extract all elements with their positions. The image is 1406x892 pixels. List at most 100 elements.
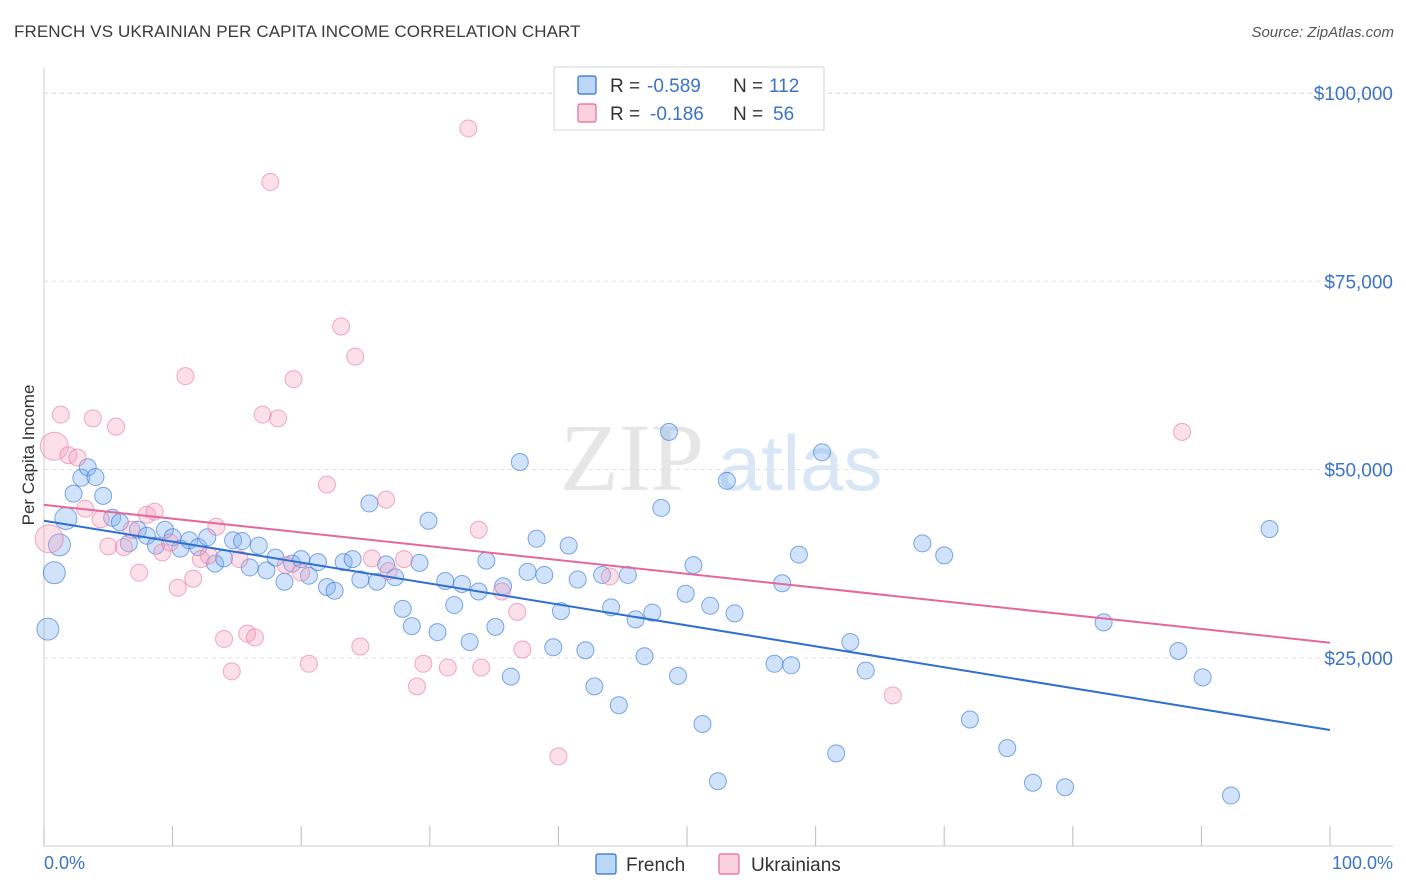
legend-ukrainians-r-label: R = [610, 104, 640, 125]
y-tick-label: $50,000 [1324, 461, 1393, 482]
ukrainians-point [600, 567, 619, 586]
legend-french-n-value: 112 [769, 76, 799, 97]
ukrainians-point [222, 662, 241, 681]
french-point [1023, 773, 1042, 792]
bottom-legend-french-swatch [595, 853, 617, 875]
ukrainians-trend-line [43, 503, 1331, 644]
french-point [360, 494, 379, 513]
french-point [568, 570, 587, 589]
french-point [1221, 786, 1240, 805]
bottom-legend-ukrainians-label: Ukrainians [751, 855, 841, 876]
french-point [47, 533, 71, 557]
french-point [841, 632, 860, 651]
french-point [215, 549, 234, 568]
ukrainians-point [407, 677, 426, 696]
ukrainians-point [215, 629, 234, 648]
ukrainians-point [130, 563, 149, 582]
stats-legend: R = -0.589 N = 112 R = -0.186 N = 56 [553, 66, 825, 131]
ukrainians-point [508, 602, 527, 621]
french-point [535, 565, 554, 584]
trend-lines [43, 503, 1331, 732]
y-axis-label: Per Capita Income [19, 385, 38, 526]
french-point [576, 641, 595, 660]
french-point [551, 602, 570, 621]
french-point [343, 550, 362, 569]
series-legend: French Ukrainians [595, 853, 841, 876]
french-point [1094, 613, 1113, 632]
french-point [419, 511, 438, 530]
french-point [249, 536, 268, 555]
ukrainians-point [362, 549, 381, 568]
legend-ukrainians-n-value: 56 [773, 104, 794, 125]
french-point [643, 603, 662, 622]
french-point [827, 744, 846, 763]
french-point [635, 647, 654, 666]
ukrainians-point [99, 537, 118, 556]
french-point [510, 453, 529, 471]
ukrainians-point [377, 490, 396, 509]
french-point [283, 554, 302, 573]
source-label: Source: ZipAtlas.com [1251, 24, 1394, 41]
ukrainians-point [184, 569, 203, 588]
x-tick-label-max: 100.0% [1332, 853, 1393, 873]
ukrainians-point [245, 628, 264, 647]
french-point [393, 599, 412, 618]
french-point [128, 520, 147, 539]
ukrainians-point [1173, 422, 1192, 441]
french-point [477, 551, 496, 570]
ukrainians-point [332, 317, 351, 336]
ukrainians-point [261, 172, 280, 191]
french-point [813, 443, 832, 462]
ukrainians-point [472, 658, 491, 677]
series-french-points [36, 422, 1279, 805]
french-point [1056, 778, 1075, 797]
french-point [782, 656, 801, 675]
french-point [708, 772, 727, 791]
ukrainians-point [107, 417, 126, 436]
french-point [701, 596, 720, 615]
french-trend-line [43, 519, 1331, 732]
ukrainians-point [68, 448, 87, 467]
ukrainians-point [469, 520, 488, 539]
y-tick-label: $100,000 [1314, 84, 1393, 105]
ukrainians-point [292, 563, 311, 582]
french-point [593, 565, 612, 584]
ukrainians-point [253, 405, 272, 424]
french-point [725, 604, 744, 623]
french-point [935, 546, 954, 565]
french-point [72, 468, 91, 487]
french-point [94, 486, 113, 505]
french-point [410, 553, 429, 572]
french-point [1260, 520, 1279, 539]
french-point [275, 572, 294, 591]
french-point [544, 638, 563, 657]
ukrainians-point [114, 538, 133, 557]
french-point [233, 532, 252, 551]
french-point [618, 565, 637, 584]
french-point [652, 498, 671, 517]
french-point [308, 553, 327, 572]
french-point [501, 667, 520, 686]
legend-french-r-label: R = [610, 76, 640, 97]
legend-ukrainians-r-value: -0.186 [650, 104, 704, 125]
ukrainians-point [83, 409, 102, 428]
french-point [527, 529, 546, 548]
ukrainians-point [459, 119, 478, 138]
french-point [1169, 641, 1188, 660]
ukrainians-point [51, 405, 70, 424]
french-point [1193, 668, 1212, 687]
french-point [585, 677, 604, 696]
french-point [659, 422, 678, 441]
ukrainians-point [168, 578, 187, 597]
legend-french-r-value: -0.589 [647, 76, 701, 97]
french-point [325, 581, 344, 600]
french-point [668, 666, 687, 685]
ukrainians-point [230, 550, 249, 569]
ukrainians-point [438, 658, 457, 677]
ukrainians-point [269, 409, 288, 428]
ukrainians-point [207, 517, 226, 536]
french-point [626, 610, 645, 629]
y-tick-labels: $25,000 $50,000 $75,000 $100,000 [1314, 84, 1393, 670]
legend-french-n-label: N = [733, 76, 763, 97]
french-point [789, 545, 808, 564]
